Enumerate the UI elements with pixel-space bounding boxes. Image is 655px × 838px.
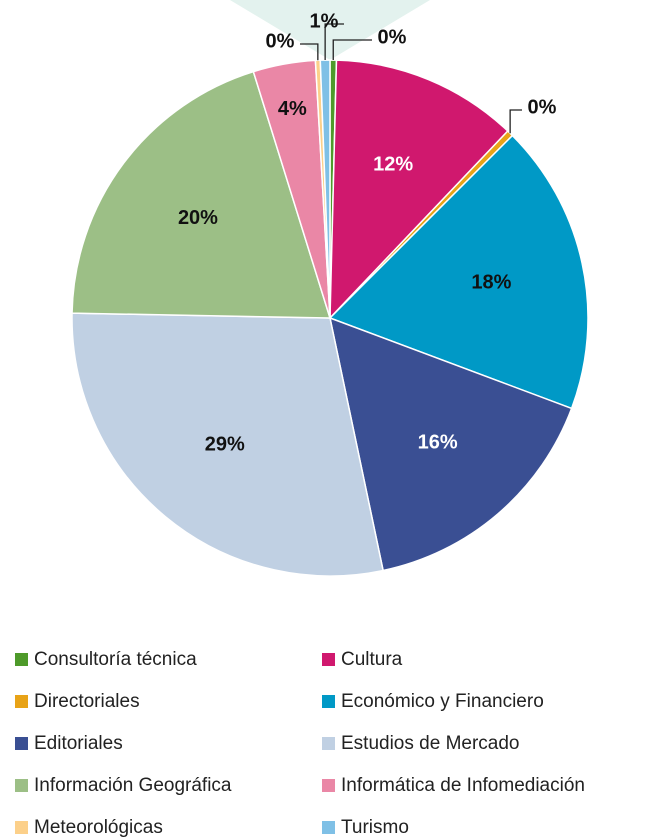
legend-swatch <box>15 695 28 708</box>
legend-swatch <box>15 821 28 834</box>
legend-label: Económico y Financiero <box>341 691 544 712</box>
pie-slice <box>71 312 385 577</box>
pie-slice <box>329 59 509 320</box>
legend-swatch <box>322 821 335 834</box>
legend-label: Directoriales <box>34 691 140 712</box>
leader-line <box>324 23 344 61</box>
legend-label: Turismo <box>341 817 409 838</box>
legend-swatch <box>15 737 28 750</box>
legend-swatch <box>322 779 335 792</box>
legend-swatch <box>322 695 335 708</box>
pie-slice <box>328 316 573 572</box>
legend-label: Información Geográfica <box>34 775 232 796</box>
legend-swatch <box>322 653 335 666</box>
legend-label: Cultura <box>341 649 403 670</box>
data-label: 0% <box>528 96 557 118</box>
legend-label: Editoriales <box>34 733 123 754</box>
legend-label: Meteorológicas <box>34 817 163 838</box>
pie-slice <box>71 70 332 319</box>
leader-line <box>300 43 319 61</box>
data-label: 20% <box>178 207 218 229</box>
data-label: 29% <box>205 434 245 456</box>
data-label: 0% <box>378 26 407 48</box>
pie-slice <box>328 134 589 410</box>
legend-swatch <box>15 779 28 792</box>
leader-line <box>509 109 522 134</box>
legend-label: Consultoría técnica <box>34 649 197 670</box>
data-label: 1% <box>310 10 339 32</box>
data-label: 16% <box>418 432 458 454</box>
legend-label: Informática de Infomediación <box>341 775 585 796</box>
watermark <box>230 0 430 60</box>
data-label: 12% <box>373 154 413 176</box>
legend-label: Estudios de Mercado <box>341 733 520 754</box>
legend-swatch <box>15 653 28 666</box>
data-label: 0% <box>266 30 295 52</box>
data-label: 18% <box>471 271 511 293</box>
legend-swatch <box>322 737 335 750</box>
data-label: 4% <box>278 98 307 120</box>
leader-line <box>332 39 372 61</box>
